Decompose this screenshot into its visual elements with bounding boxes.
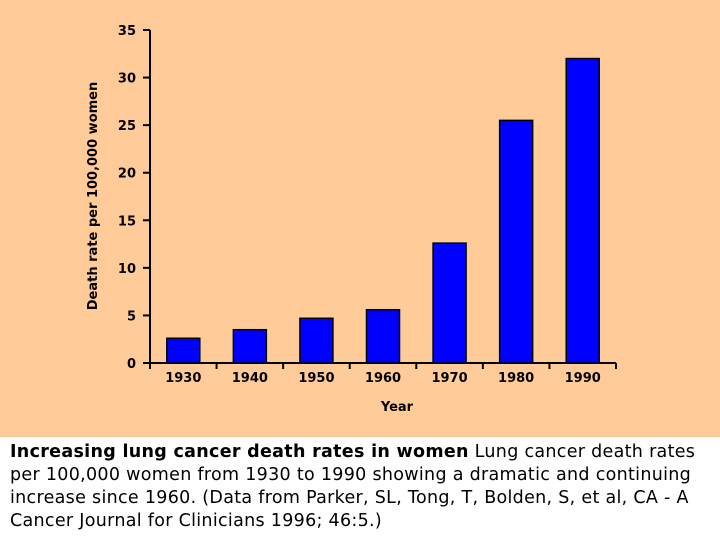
- x-tick-label: 1960: [365, 371, 401, 386]
- x-tick-label: 1950: [298, 371, 334, 386]
- x-tick-label: 1980: [498, 371, 534, 386]
- y-tick-label: 20: [118, 167, 136, 182]
- y-tick-label: 15: [118, 214, 136, 229]
- x-tick-label: 1970: [431, 371, 467, 386]
- y-tick-label: 30: [118, 72, 136, 87]
- caption-body: Lung cancer death rates per 100,000 wome…: [10, 442, 696, 531]
- bar-chart: 0 5 10 15 20 25 30 35 1930 1940 1950 1960 1970 1980 19…: [86, 24, 617, 415]
- bar-1950: [299, 317, 334, 364]
- figure-caption: Increasing lung cancer death rates in wo…: [10, 441, 715, 533]
- bar-1940: [232, 328, 268, 364]
- y-tick-label: 0: [127, 357, 136, 372]
- bar-1980: [498, 119, 534, 364]
- bar-1930: [166, 337, 201, 364]
- x-tick-label: 1940: [232, 371, 268, 386]
- caption-title: Increasing lung cancer death rates in wo…: [10, 442, 469, 462]
- y-axis-label: Death rate per 100,000 women: [86, 82, 101, 310]
- x-tick-label: 1990: [565, 371, 601, 386]
- bar-1970: [432, 242, 467, 364]
- y-tick-label: 10: [118, 262, 136, 277]
- bar-1990: [565, 57, 600, 364]
- bar-1960: [365, 308, 401, 364]
- chart-panel: 0 5 10 15 20 25 30 35 1930 1940 1950 1960 1970 1980 19…: [0, 0, 720, 437]
- x-axis-label: Year: [380, 400, 414, 415]
- y-tick-label: 25: [118, 119, 136, 134]
- x-tick-label: 1930: [165, 371, 201, 386]
- y-tick-label: 35: [118, 24, 136, 39]
- y-tick-label: 5: [127, 309, 136, 324]
